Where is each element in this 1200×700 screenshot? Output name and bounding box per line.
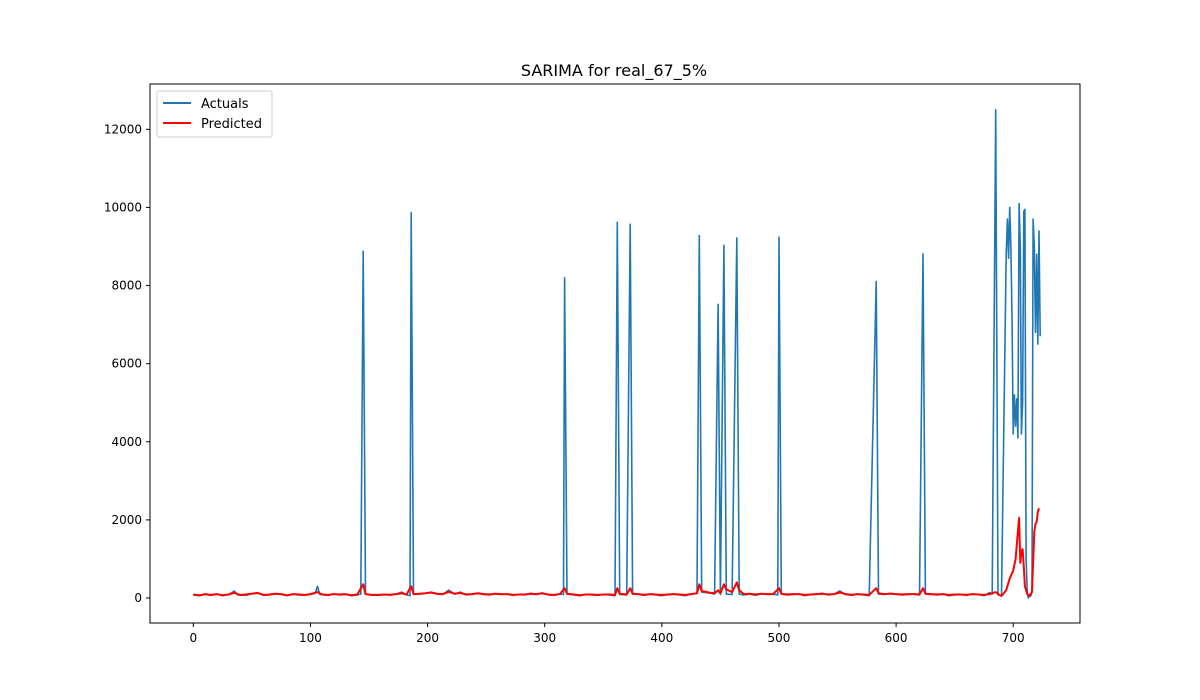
x-tick-label: 0 [190, 631, 198, 645]
x-tick-label: 300 [533, 631, 556, 645]
x-tick-label: 400 [650, 631, 673, 645]
x-tick-label: 700 [1002, 631, 1025, 645]
series-line-predicted [193, 507, 1040, 597]
y-tick-label: 2000 [111, 513, 142, 527]
y-tick-label: 4000 [111, 435, 142, 449]
legend-label-actuals: Actuals [201, 97, 249, 112]
legend-label-predicted: Predicted [201, 117, 262, 132]
x-tick-label: 600 [885, 631, 908, 645]
legend: Actuals Predicted [156, 90, 273, 138]
y-tick-label: 6000 [111, 357, 142, 371]
series-line-actuals [193, 109, 1041, 599]
plot-area-frame [149, 83, 1081, 624]
y-axis: 0 2000 4000 6000 8000 10000 12000 [104, 122, 150, 605]
y-tick-label: 10000 [104, 200, 142, 214]
y-tick-label: 8000 [111, 279, 142, 293]
x-tick-label: 500 [768, 631, 791, 645]
series-layer [193, 109, 1041, 599]
x-tick-label: 100 [299, 631, 322, 645]
x-tick-label: 200 [416, 631, 439, 645]
x-axis: 0 100 200 300 400 500 600 700 [190, 623, 1025, 645]
chart-title: SARIMA for real_67_5% [521, 61, 707, 81]
y-tick-label: 0 [134, 591, 142, 605]
y-tick-label: 12000 [104, 122, 142, 136]
